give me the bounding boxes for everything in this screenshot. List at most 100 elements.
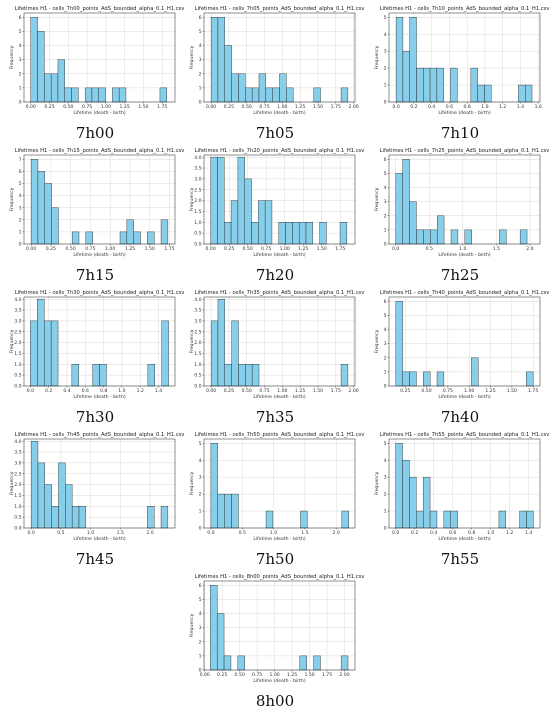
histogram-bar xyxy=(159,87,167,103)
histogram-bar xyxy=(464,229,472,245)
histogram-bar xyxy=(44,183,52,245)
y-tick-label: 2.5 xyxy=(194,187,201,193)
panel-caption: 7h45 xyxy=(75,550,115,568)
x-tick-label: 1.0 xyxy=(87,530,94,536)
x-tick-label: 1.0 xyxy=(118,388,125,394)
x-tick-label: 1.00 xyxy=(269,672,279,678)
histogram-bar xyxy=(160,219,169,245)
histogram-bar xyxy=(443,510,451,529)
y-tick-label: 4 xyxy=(384,185,387,191)
x-tick-label: 0.50 xyxy=(243,246,253,252)
x-tick-label: 1.00 xyxy=(277,104,287,110)
x-tick-label: 1.25 xyxy=(295,104,305,110)
x-tick-label: 2.0 xyxy=(146,530,153,536)
histogram-bar xyxy=(44,320,52,387)
histogram-bar xyxy=(450,67,458,103)
histogram-bar xyxy=(210,17,219,103)
y-tick-label: 3.5 xyxy=(14,450,21,456)
histogram-bar xyxy=(272,87,280,103)
histogram-bar xyxy=(119,231,128,245)
histogram-bar xyxy=(526,510,534,529)
histogram-bar xyxy=(251,364,260,387)
histogram-svg: Lifetimes H1 - cells_7h35_points_AdS_bou… xyxy=(189,290,364,400)
y-tick-label: 4 xyxy=(384,458,387,464)
panel-caption: 7h20 xyxy=(255,266,295,284)
y-tick-label: 0 xyxy=(199,526,202,532)
histogram-bar xyxy=(422,476,431,529)
x-tick-label: 0.25 xyxy=(224,388,234,394)
histogram-bar xyxy=(395,17,404,103)
histogram-panel: Lifetimes H1 - cells_7h50_points_AdS_bou… xyxy=(189,430,364,580)
x-tick-label: 1.2 xyxy=(499,104,506,110)
histogram-bar xyxy=(50,320,59,387)
y-tick-label: 3.5 xyxy=(14,308,21,314)
x-tick-label: 2.0 xyxy=(526,246,533,252)
histogram-svg: Lifetimes H1 - cells_7h10_points_AdS_bou… xyxy=(374,6,549,116)
chart-title: Lifetimes H1 - cells_7h20_points_AdS_bou… xyxy=(195,148,365,154)
histogram-bar xyxy=(251,222,259,245)
histogram-bar xyxy=(430,229,438,245)
y-tick-label: 0.5 xyxy=(14,373,21,379)
x-tick-label: 0.75 xyxy=(85,246,95,252)
histogram-bar xyxy=(224,493,232,529)
histogram-bar xyxy=(279,73,287,103)
panel-caption: 7h05 xyxy=(255,124,295,142)
histogram-bar xyxy=(340,655,349,671)
histogram-bar xyxy=(436,215,445,245)
histogram-bar xyxy=(251,87,260,103)
y-tick-label: 1.5 xyxy=(14,351,21,357)
histogram-bar xyxy=(402,50,410,103)
histogram-panel: Lifetimes H1 - cells_7h45_points_AdS_bou… xyxy=(9,430,184,580)
y-tick-label: 4.0 xyxy=(194,155,201,161)
y-tick-label: 6 xyxy=(19,169,22,175)
histogram-bar xyxy=(402,159,410,245)
panel-caption: 7h30 xyxy=(75,408,115,426)
histogram-panel: Lifetimes H1 - cells_7h35_points_AdS_bou… xyxy=(189,288,364,438)
histogram-bar xyxy=(340,87,349,103)
histogram-bar xyxy=(402,459,410,529)
y-tick-label: 1 xyxy=(384,83,387,89)
x-tick-label: 1.4 xyxy=(525,530,532,536)
y-tick-label: 2 xyxy=(199,639,202,645)
histogram-bar xyxy=(118,87,127,103)
x-axis-label: Lifetime (death - birth) xyxy=(73,252,126,258)
histogram-bar xyxy=(292,222,300,245)
x-tick-label: 1.2 xyxy=(506,530,513,536)
histogram-bar xyxy=(112,87,120,103)
histogram-bar xyxy=(402,371,410,387)
x-axis-label: Lifetime (death - birth) xyxy=(253,536,306,542)
chart-title: Lifetimes H1 - cells_7h40_points_AdS_bou… xyxy=(380,290,550,296)
histogram-panel: Lifetimes H1 - cells_7h05_points_AdS_bou… xyxy=(189,4,364,154)
histogram-bar xyxy=(133,231,141,245)
chart-title: Lifetimes H1 - cells_7h30_points_AdS_bou… xyxy=(15,290,185,296)
x-tick-label: 1.25 xyxy=(120,104,130,110)
y-tick-label: 1 xyxy=(199,653,202,659)
x-tick-label: 0.25 xyxy=(224,104,234,110)
y-tick-label: 3.5 xyxy=(194,166,201,172)
histogram-svg: Lifetimes H1 - cells_7h40_points_AdS_bou… xyxy=(374,290,549,400)
histogram-bar xyxy=(210,443,218,529)
chart-title: Lifetimes H1 - cells_7h35_points_AdS_bou… xyxy=(195,290,365,296)
histogram-panel: Lifetimes H1 - cells_7h20_points_AdS_bou… xyxy=(189,146,364,296)
histogram-bar xyxy=(71,506,80,529)
x-tick-label: 1.2 xyxy=(137,388,144,394)
x-tick-label: 1.50 xyxy=(304,672,314,678)
histogram-bar xyxy=(147,506,155,529)
histogram-bar xyxy=(50,73,59,103)
y-tick-label: 3 xyxy=(19,57,22,63)
y-tick-label: 5 xyxy=(19,181,22,187)
y-tick-label: 5 xyxy=(199,597,202,603)
histogram-bar xyxy=(238,364,246,387)
y-axis-label: Frequency xyxy=(9,45,15,69)
histogram-bar xyxy=(245,364,253,387)
x-tick-label: 1.5 xyxy=(493,246,500,252)
y-tick-label: 3 xyxy=(199,625,202,631)
histogram-bar xyxy=(305,222,314,245)
x-tick-label: 0.0 xyxy=(27,388,34,394)
x-tick-label: 0.75 xyxy=(259,104,269,110)
chart-title: Lifetimes H1 - cells_7h50_points_AdS_bou… xyxy=(195,432,365,438)
histogram-bar xyxy=(98,87,106,103)
plot-frame xyxy=(203,296,356,387)
x-tick-label: 0.75 xyxy=(82,104,92,110)
histogram-bar xyxy=(85,231,93,245)
